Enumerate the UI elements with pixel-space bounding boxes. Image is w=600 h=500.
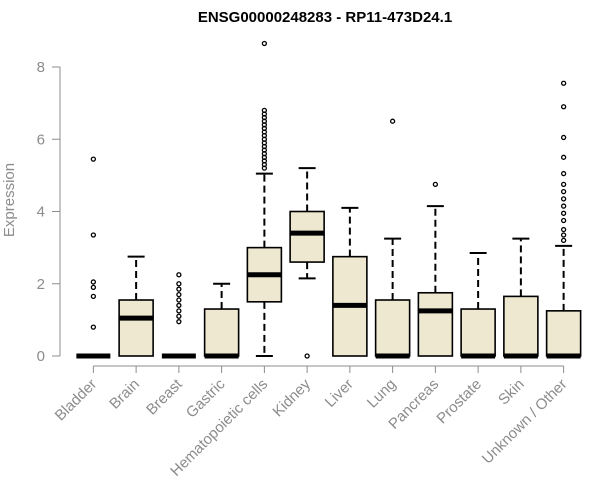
y-tick-label: 2: [37, 276, 45, 293]
y-tick-label: 0: [37, 348, 45, 365]
box-group: [161, 272, 196, 359]
outlier-point: [90, 232, 97, 238]
y-axis-label: Expression: [1, 163, 18, 237]
x-tick-label: Kidney: [269, 375, 314, 420]
box-iqr: [203, 308, 240, 357]
outlier-point: [560, 104, 567, 110]
box-iqr: [460, 308, 496, 357]
outlier-point: [560, 232, 567, 238]
x-tick-label: Brain: [106, 376, 143, 413]
outlier-point: [389, 118, 396, 124]
outlier-point: [176, 281, 182, 287]
outlier-point: [560, 210, 567, 216]
box-group: [545, 80, 582, 359]
outlier-point: [176, 319, 182, 325]
outlier-point: [560, 226, 567, 233]
outlier-point: [560, 188, 567, 195]
box-group: [374, 118, 411, 359]
y-tick-label: 8: [37, 59, 45, 76]
box-group: [417, 181, 454, 357]
y-tick-label: 4: [37, 204, 45, 221]
outlier-point: [176, 302, 182, 309]
x-tick-label: Lung: [364, 376, 400, 412]
outlier-point: [432, 181, 439, 188]
outlier-point: [560, 170, 567, 177]
outlier-point: [90, 284, 97, 291]
outlier-point: [176, 272, 182, 278]
box-iqr: [118, 299, 154, 357]
outlier-point: [176, 286, 182, 292]
outlier-point: [176, 291, 182, 298]
y-axis: 0 2 4 6 8: [37, 59, 61, 365]
box-group: [246, 40, 283, 357]
outlier-point: [560, 203, 567, 209]
outlier-point: [560, 217, 567, 224]
outlier-point: [560, 237, 567, 244]
box-group: [76, 156, 111, 359]
outlier-point: [90, 324, 97, 330]
outlier-point: [304, 353, 310, 359]
x-tick-label: Prostate: [433, 376, 485, 428]
x-tick-label: Bladder: [52, 376, 101, 425]
boxes-layer: [76, 40, 582, 359]
outlier-point: [176, 308, 182, 314]
box-group: [203, 282, 240, 359]
outlier-point: [90, 156, 97, 162]
y-tick-label: 6: [37, 131, 45, 148]
x-tick-label: Breast: [143, 375, 186, 418]
box-group: [503, 237, 539, 359]
outlier-point: [261, 165, 268, 171]
chart-title: ENSG00000248283 - RP11-473D24.1: [198, 9, 452, 26]
outlier-point: [560, 154, 567, 160]
outlier-point: [90, 293, 97, 300]
x-tick-label: Liver: [322, 376, 357, 411]
outlier-point: [90, 279, 97, 285]
box-iqr: [503, 295, 539, 357]
outlier-point: [560, 134, 567, 141]
outlier-point: [560, 196, 567, 202]
outlier-point: [560, 80, 567, 86]
box-iqr: [417, 291, 454, 357]
outlier-point: [176, 297, 182, 303]
outlier-point: [261, 40, 268, 47]
box-iqr: [289, 210, 325, 263]
box-iqr: [545, 310, 582, 357]
outlier-point: [176, 313, 182, 319]
box-group: [332, 206, 368, 357]
box-group: [289, 167, 325, 359]
box-group: [460, 252, 496, 359]
box-iqr: [374, 299, 411, 357]
box-group: [118, 255, 154, 357]
outlier-point: [560, 181, 567, 188]
x-tick-label: Skin: [495, 376, 528, 409]
